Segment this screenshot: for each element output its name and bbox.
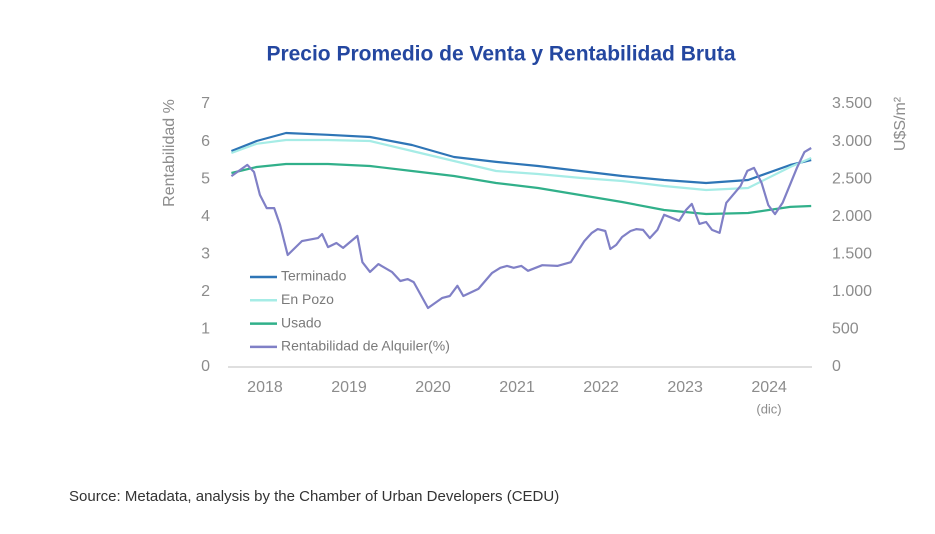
y-tick-label: 2 xyxy=(201,283,210,300)
series-line xyxy=(230,147,812,310)
y2-tick-label: 0 xyxy=(832,358,841,375)
x-tick-label: 2020 xyxy=(415,379,451,396)
y2-tick-label: 1.000 xyxy=(832,283,872,300)
x-tick-label: 2021 xyxy=(499,379,535,396)
series-line xyxy=(230,131,812,185)
y-tick-label: 3 xyxy=(201,246,210,263)
y-tick-label: 6 xyxy=(201,133,210,150)
x-tick-label: 2018 xyxy=(247,379,283,396)
x-tick-label: 2019 xyxy=(331,379,367,396)
y-tick-label: 1 xyxy=(201,321,210,338)
y-tick-label: 5 xyxy=(201,170,210,187)
x-tick-label: 2022 xyxy=(583,379,619,396)
y2-tick-label: 2.000 xyxy=(832,208,872,225)
y-tick-label: 4 xyxy=(201,208,210,225)
y-axis-label: Rentabilidad % xyxy=(161,99,178,207)
legend-label: Usado xyxy=(281,314,322,330)
y-tick-label: 7 xyxy=(201,95,210,112)
series-line xyxy=(231,162,812,216)
annotation: (dic) xyxy=(756,401,781,416)
series-line xyxy=(231,138,812,192)
legend-label: En Pozo xyxy=(281,291,334,307)
legend-label: Rentabilidad de Alquiler(%) xyxy=(281,338,450,354)
y2-tick-label: 500 xyxy=(832,321,859,338)
legend-label: Terminado xyxy=(281,268,347,284)
y2-tick-label: 1.500 xyxy=(832,246,872,263)
y2-tick-label: 2.500 xyxy=(832,170,872,187)
y-tick-label: 0 xyxy=(201,358,210,375)
y2-tick-label: 3.000 xyxy=(832,133,872,150)
y2-axis-label: U$S/m² xyxy=(892,96,909,151)
source-note: Source: Metadata, analysis by the Chambe… xyxy=(69,488,559,505)
y2-tick-label: 3.500 xyxy=(832,95,872,112)
x-tick-label: 2023 xyxy=(667,379,703,396)
x-tick-label: 2024 xyxy=(751,379,787,396)
chart-title: Precio Promedio de Venta y Rentabilidad … xyxy=(266,43,735,66)
